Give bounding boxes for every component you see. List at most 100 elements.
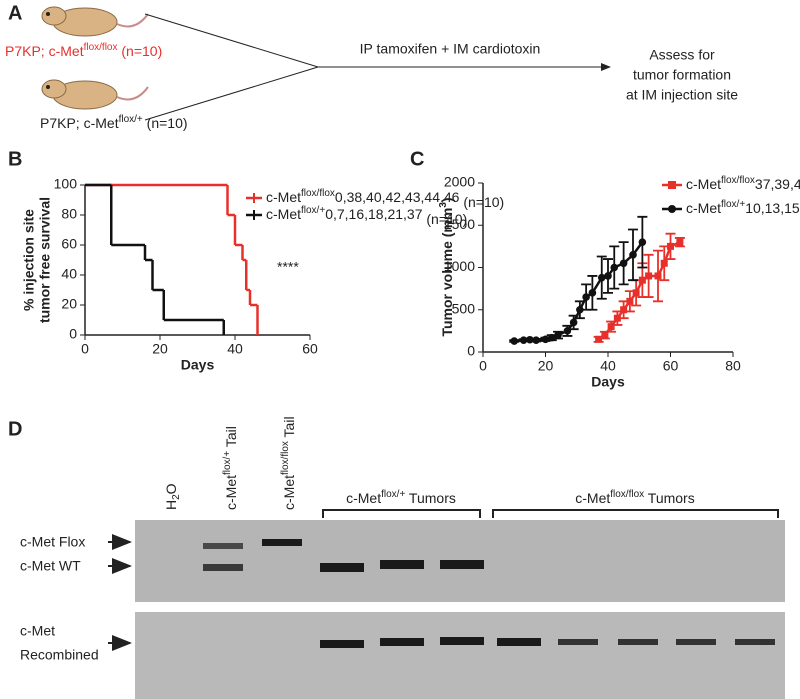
mouse-label-part: P7KP; c-Met [5, 43, 84, 59]
point [638, 276, 646, 284]
group-label: c-Metflox/flox Tumors [575, 489, 694, 506]
mouse-label-part: P7KP; c-Met [40, 115, 119, 131]
point [613, 314, 621, 322]
point [597, 273, 606, 282]
gel [135, 612, 785, 699]
legend-entry-part: flox/+ [301, 205, 325, 216]
point [632, 289, 640, 297]
group-label: c-Metflox/+ Tumors [346, 489, 456, 506]
lane-label-part: flox/flox [280, 441, 291, 475]
lane-label: H2O [163, 483, 182, 510]
x-tick-label: 20 [538, 358, 554, 374]
y-tick-label: 100 [54, 176, 78, 192]
point [576, 305, 584, 314]
y-tick-label: 1000 [444, 258, 475, 274]
point [541, 335, 550, 344]
panel-label: C [410, 148, 424, 170]
x-tick-label: 40 [227, 341, 243, 357]
group-label-part: Tumors [644, 490, 695, 506]
point [601, 331, 609, 339]
mouse-label-part: flox/flox [84, 42, 118, 53]
connector [144, 13, 319, 68]
x-axis-label: Days [181, 357, 215, 373]
x-tick-label: 60 [302, 341, 318, 357]
x-tick-label: 0 [81, 341, 89, 357]
mouse-icon [41, 79, 149, 110]
group-label-part: c-Met [346, 490, 381, 506]
annotation: **** [277, 259, 299, 275]
group-label-part: flox/+ [381, 489, 405, 500]
lane-label-part: Tail [281, 416, 297, 441]
legend-entry: c-Metflox/flox37,39,41,43,45,47,49,51,53… [686, 175, 800, 197]
legend-entry-part: flox/flox [721, 175, 755, 186]
point [588, 289, 597, 297]
point [569, 318, 578, 327]
mouse-label: P7KP; c-Metflox/flox (n=10) [5, 42, 162, 59]
legend-entry-part: 10,13,15,17,20,22,24,27,29,31,33,35,38,4… [745, 200, 800, 216]
row-label: c-Met WT [20, 558, 81, 574]
legend-entry-part: flox/+ [721, 199, 745, 210]
lane-label-part: c-Met [281, 475, 297, 510]
y-tick-label: 60 [61, 236, 77, 252]
legend-entry-part: 0,7,16,18,21,37 [325, 206, 423, 222]
y-tick-label: 0 [467, 343, 475, 359]
mouse-label-part: flox/+ [119, 114, 143, 125]
legend-entry-part: (n=10) [423, 211, 468, 227]
panel-label: D [8, 418, 22, 440]
row-label: c-Met [20, 623, 55, 639]
point [619, 259, 628, 268]
point [638, 238, 647, 246]
point [595, 335, 603, 343]
x-axis-label: Days [591, 374, 625, 390]
point [626, 297, 634, 305]
mouse-icon [41, 6, 149, 37]
legend-entry-part: 37,39,41,43,45,47,49,51,53,56,58,60,63 [755, 176, 800, 192]
lane-label: c-Metflox/+ Tail [222, 426, 239, 510]
legend-entry-part: 0,38,40,42,43,44,46 [335, 189, 460, 205]
row-label: c-Met Flox [20, 534, 85, 550]
legend-entry: c-Metflox/+10,13,15,17,20,22,24,27,29,31… [686, 199, 800, 221]
x-tick-label: 60 [663, 358, 679, 374]
y-tick-label: 0 [69, 326, 77, 342]
outcome: tumor formation [633, 67, 731, 83]
legend-entry-part: (n=10) [459, 194, 504, 210]
point [563, 327, 572, 335]
outcome: Assess for [649, 47, 715, 63]
point [676, 238, 684, 246]
lane-label-part: 2 [171, 494, 182, 500]
lane-label-part: O [163, 483, 179, 494]
connector [144, 66, 319, 121]
group-label-part: c-Met [575, 490, 610, 506]
mouse-label-part: (n=10) [118, 43, 163, 59]
bracket [322, 509, 481, 518]
legend-marker [668, 205, 676, 213]
x-tick-label: 20 [152, 341, 168, 357]
group-label-part: Tumors [405, 490, 456, 506]
y-tick-label: 20 [61, 296, 77, 312]
point [604, 272, 612, 280]
point [607, 323, 615, 331]
outcome: at IM injection site [626, 87, 738, 103]
y-tick-label: 500 [452, 300, 476, 316]
point [620, 306, 628, 314]
y-tick-label: 40 [61, 266, 77, 282]
point [645, 272, 653, 280]
lane-label: c-Metflox/flox Tail [280, 416, 297, 510]
legend-marker [668, 181, 676, 189]
mouse-label-part: (n=10) [143, 115, 188, 131]
panel-label: B [8, 148, 22, 170]
legend-entry: c-Metflox/+0,7,16,18,21,37 (n=10) [266, 205, 467, 227]
row-label: Recombined [20, 647, 99, 663]
point [660, 259, 668, 267]
y-axis-label-part: 3 [438, 202, 449, 208]
legend-entry-part: c-Met [686, 176, 721, 192]
treatment: IP tamoxifen + IM cardiotoxin [360, 41, 541, 57]
gel-bands [203, 539, 775, 648]
point [667, 242, 674, 250]
y-axis-label-part: Tumor volume (mm [439, 208, 455, 337]
point [610, 263, 619, 272]
lane-label-part: H [163, 500, 179, 510]
point [547, 333, 556, 342]
